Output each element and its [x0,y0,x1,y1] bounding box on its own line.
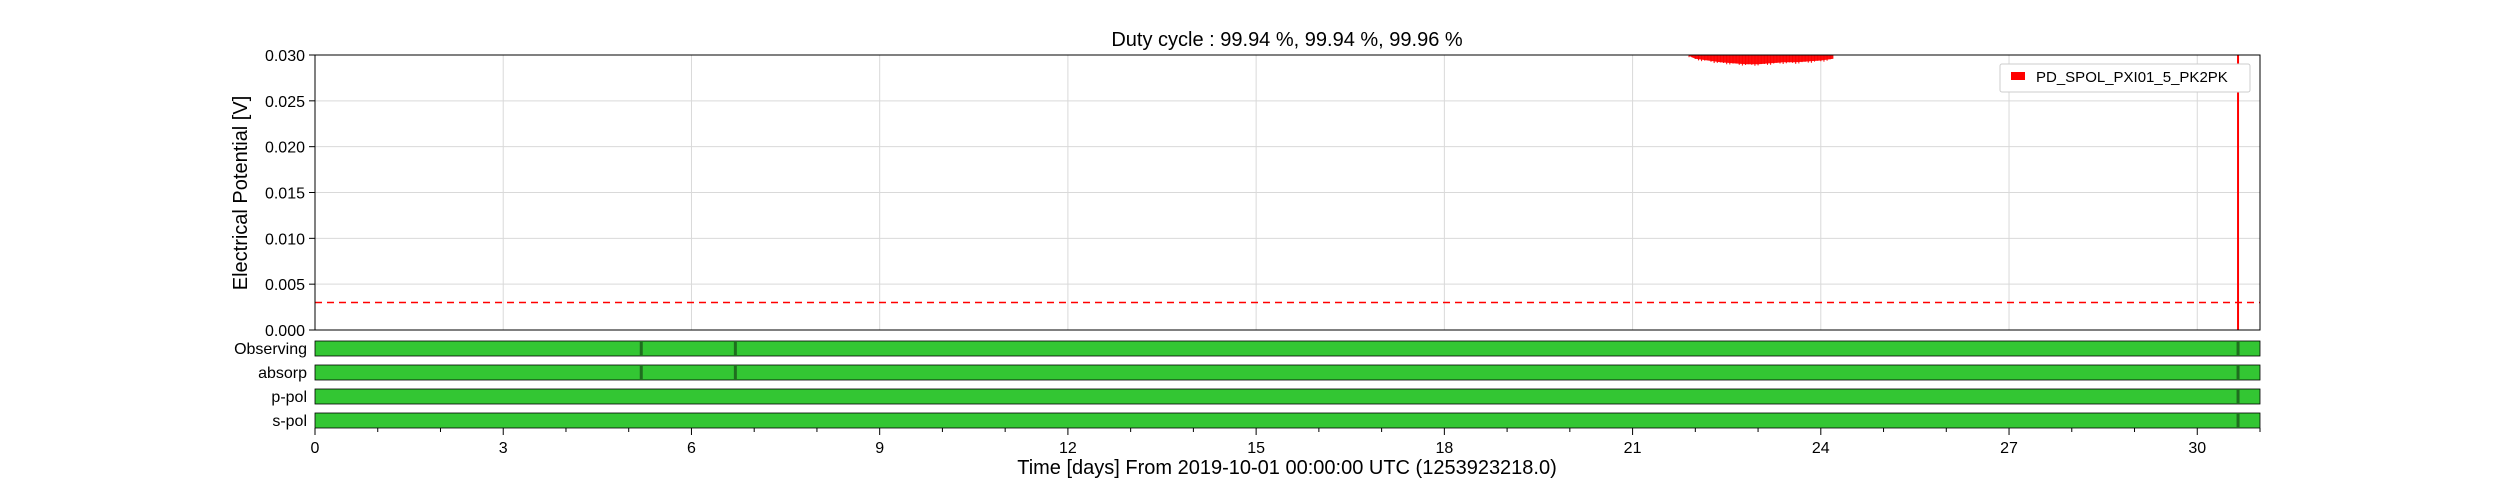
x-tick-label: 18 [1435,440,1453,457]
y-tick-label: 0.010 [265,231,305,248]
x-tick-label: 30 [2188,440,2206,457]
y-tick-label: 0.020 [265,140,305,157]
y-tick-label: 0.030 [265,48,305,65]
state-bar-label: absorp [258,365,307,382]
y-axis-ticks: 0.000 0.005 0.010 0.015 0.020 0.025 0.030 [265,48,315,340]
y-tick-label: 0.025 [265,94,305,111]
grid-lines [314,54,2260,331]
y-axis-label: Electrical Potential [V] [230,96,252,291]
state-bars: Observing absorp p-pol s-pol [234,340,2261,430]
x-tick-label: 27 [2000,440,2018,457]
state-gap [639,365,643,380]
state-bar-p-pol [314,388,2261,405]
x-tick-label: 3 [499,440,508,457]
state-gap [733,365,737,380]
series-group [1688,55,2240,330]
state-gap [2236,389,2240,404]
state-bar-s-pol [314,412,2261,429]
y-tick-label: 0.005 [265,277,305,294]
state-bar-label: p-pol [271,389,307,406]
state-gap [2236,365,2240,380]
legend: PD_SPOL_PXI01_5_PK2PK [1999,63,2251,93]
state-bar-label: Observing [234,341,307,358]
state-bar-absorp [314,364,2261,381]
state-gap [639,341,643,356]
x-tick-label: 15 [1247,440,1265,457]
x-axis-ticks: 0 3 6 9 12 15 18 21 24 27 30 [311,428,2261,457]
legend-label: PD_SPOL_PXI01_5_PK2PK [2036,69,2228,86]
state-bar-observing [314,340,2261,357]
x-tick-label: 24 [1812,440,1830,457]
y-tick-label: 0.000 [265,323,305,340]
legend-swatch [2011,72,2025,80]
state-gap [2236,341,2240,356]
state-bar-label: s-pol [272,413,307,430]
legend-box [1999,63,2251,93]
chart-title: Duty cycle : 99.94 %, 99.94 %, 99.96 % [1111,29,1463,51]
x-tick-label: 21 [1624,440,1642,457]
x-tick-label: 12 [1059,440,1077,457]
x-tick-label: 0 [311,440,320,457]
x-axis-label: Time [days] From 2019-10-01 00:00:00 UTC… [1017,457,1557,479]
x-tick-label: 9 [875,440,884,457]
x-tick-label: 6 [687,440,696,457]
state-gap [2236,413,2240,428]
state-gap [733,341,737,356]
y-tick-label: 0.015 [265,186,305,203]
